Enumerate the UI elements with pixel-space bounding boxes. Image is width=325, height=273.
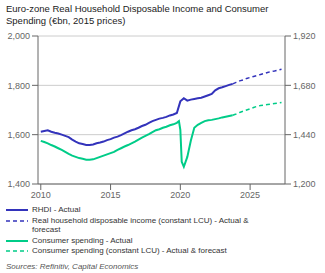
html-text:RHDI - Actual: RHDI - Actual [32,205,81,214]
html-text:Consumer spending - Actual: Consumer spending - Actual [32,235,133,245]
html-text:Euro-zone Real Household Dispo: Euro-zone Real Household Disposable Inco… [6,3,269,26]
html-text:Real household disposable inco: Real household disposable income (consta… [32,215,249,234]
svg-text:2020: 2020 [170,190,190,200]
svg-text:1,600: 1,600 [8,130,30,140]
html-text:Sources: Refinitiv, Capital Ec: Sources: Refinitiv, Capital Economics [6,262,139,271]
svg-text:2025: 2025 [240,190,260,200]
svg-text:1,920: 1,920 [293,31,316,41]
svg-text:1,400: 1,400 [8,179,30,189]
svg-text:1,680: 1,680 [293,81,316,91]
svg-text:2010: 2010 [31,190,51,200]
svg-text:1,800: 1,800 [8,81,30,91]
svg-text:2015: 2015 [101,190,121,200]
html-text:Consumer spending (constant LC: Consumer spending (constant LCU) - Actua… [32,246,227,255]
svg-text:1,200: 1,200 [293,179,316,189]
svg-text:2,000: 2,000 [8,31,30,41]
svg-text:1,440: 1,440 [293,130,316,140]
